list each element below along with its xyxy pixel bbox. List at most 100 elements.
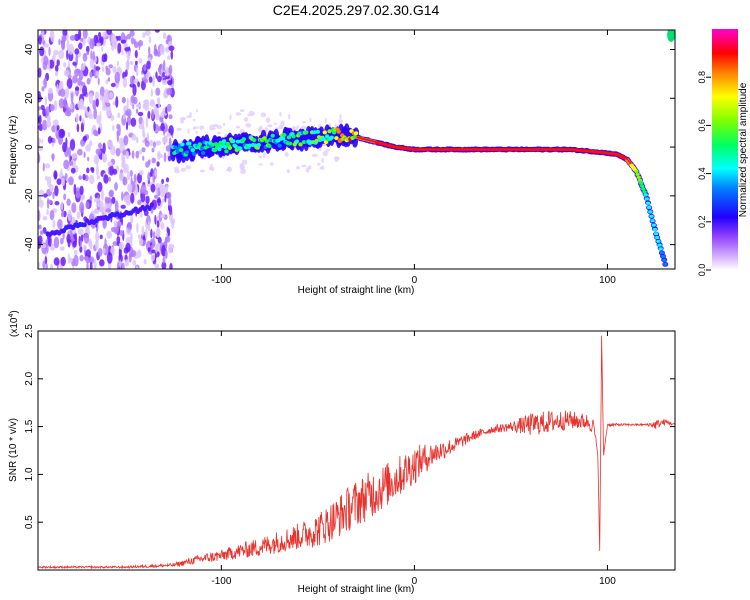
- snr-plot-area: [38, 331, 675, 570]
- spectrogram-ridge-peak: [544, 148, 546, 151]
- spectrogram-noise-blob: [49, 263, 54, 269]
- spectrogram-ridge-peak: [449, 148, 452, 151]
- spectrogram-noise-blob: [165, 184, 169, 194]
- spectrogram-noise-blob: [135, 60, 138, 65]
- spectrogram-noise-blob: [117, 35, 122, 41]
- spectrogram-noise-blob: [108, 176, 111, 182]
- spectrogram-ridge-peak: [484, 148, 487, 151]
- spectrogram-noise-blob: [38, 224, 42, 230]
- spectrogram-ridge-peak: [543, 148, 545, 151]
- spectrogram-ridge-peak: [560, 148, 562, 151]
- spectrogram-noise-blob: [48, 46, 51, 57]
- spectrogram-noise-blob: [155, 186, 158, 198]
- spectrogram-noise-blob: [122, 76, 128, 88]
- spectrogram-noise-blob: [56, 178, 62, 185]
- spectrogram-noise-blob: [153, 48, 159, 57]
- spectrogram-noise-blob: [153, 105, 158, 116]
- spectrogram-noise-blob: [80, 122, 84, 133]
- spectrogram-noise-blob: [131, 134, 137, 141]
- spectrogram-noise-blob: [137, 199, 142, 205]
- spectrogram-ridge-peak: [553, 148, 556, 151]
- spectrogram-noise-blob: [148, 76, 153, 83]
- spectrogram-noise-blob: [102, 142, 106, 155]
- spectrogram-noise-blob: [160, 213, 166, 219]
- spectrogram-ridge-core: [262, 136, 267, 141]
- spectrogram-noise-blob: [120, 39, 127, 44]
- spectrogram-noise-blob: [121, 157, 126, 167]
- spectrogram-ridge-peak: [437, 148, 440, 151]
- spectrogram-ridge-peak: [503, 148, 506, 151]
- spectrogram-ridge-peak: [551, 148, 553, 151]
- spectrogram-ridge-peak: [510, 148, 512, 151]
- spectrogram-noise-blob: [48, 87, 53, 94]
- spectrogram-ridge-peak: [559, 148, 561, 151]
- spectrogram-ridge-peak: [622, 156, 625, 159]
- spectrogram-noise-blob: [89, 261, 93, 269]
- spectrogram-ridge-peak: [487, 148, 490, 151]
- spectrogram-ridge-core: [191, 151, 197, 156]
- spectrogram-noise-blob: [180, 119, 184, 124]
- spectrogram-noise-blob: [166, 132, 171, 138]
- spectrogram-noise-blob: [88, 140, 93, 147]
- spectrogram-ridge-peak: [380, 142, 383, 145]
- spectrogram-noise-blob: [171, 220, 175, 229]
- spectrogram-noise-blob: [73, 254, 79, 267]
- spectrogram-ridge-peak: [420, 148, 422, 151]
- spectrogram-noise-blob: [120, 204, 126, 209]
- spectrogram-noise-blob: [51, 153, 55, 162]
- spectrogram-noise-blob: [76, 211, 81, 220]
- spectrogram-ridge-core: [642, 190, 647, 194]
- spectrogram-ridge-peak: [579, 149, 581, 152]
- spectrogram-ridge-peak: [374, 140, 376, 143]
- spectrogram-noise-blob: [150, 228, 153, 239]
- spectrogram-noise-blob: [102, 151, 106, 163]
- spectrogram-ridge-core: [252, 138, 257, 143]
- spectrogram-ridge-peak: [418, 148, 421, 151]
- spectrogram-noise-blob: [74, 48, 80, 55]
- spectrogram-noise-blob: [74, 249, 78, 256]
- spectrogram-noise-blob: [212, 127, 216, 130]
- spectrogram-noise-blob: [61, 177, 65, 187]
- spectrogram-noise-blob: [42, 260, 46, 269]
- spectrogram-noise-blob: [209, 166, 213, 171]
- spectrogram-noise-blob: [69, 139, 76, 151]
- spectrogram-noise-blob: [137, 249, 142, 259]
- spectrogram-ridge-peak: [565, 148, 568, 151]
- spectrogram-noise-blob: [49, 243, 56, 251]
- spectrogram-noise-blob: [83, 151, 86, 158]
- spectrogram-noise-blob: [151, 249, 157, 254]
- spectrogram-noise-blob: [77, 228, 84, 236]
- spectrogram-noise-blob: [166, 226, 169, 233]
- spectrogram-noise-blob: [108, 140, 113, 149]
- spectrogram-ridge-peak: [388, 144, 391, 147]
- spectrogram-noise-blob: [108, 91, 114, 99]
- spectrogram-noise-blob: [44, 163, 51, 169]
- spectrogram-noise-blob: [60, 88, 66, 97]
- spectrogram-noise-blob: [124, 259, 129, 267]
- spectrogram-ridge-peak: [401, 146, 403, 149]
- spectrogram-noise-blob: [86, 223, 90, 236]
- spectrogram-noise-blob: [97, 127, 101, 135]
- spectrogram-ridge-core: [315, 129, 321, 134]
- spectrogram-noise-blob: [60, 201, 64, 211]
- spectrogram-ridge-peak: [533, 148, 535, 151]
- spectrogram-ridge-peak: [448, 148, 450, 151]
- spectrogram-noise-blob: [79, 84, 82, 92]
- spectrogram-noise-blob: [159, 184, 164, 193]
- spectrogram-noise-blob: [129, 60, 134, 65]
- spectrogram-noise-blob: [54, 64, 59, 72]
- colorbar-tick-label: 0.4: [697, 167, 707, 180]
- spectrogram-ridge-peak: [613, 152, 615, 155]
- spectrogram-ridge-core: [327, 129, 332, 134]
- spectrogram-ridge-peak: [493, 148, 495, 151]
- spectrogram-noise-blob: [42, 119, 48, 131]
- spectrogram-noise-blob: [258, 163, 263, 166]
- snr-y-tick-label: 2.5: [24, 324, 35, 338]
- spectrogram-noise-blob: [245, 122, 252, 128]
- spectrogram-ridge-peak: [470, 148, 472, 151]
- spectrogram-ridge-peak: [356, 136, 358, 139]
- spectrogram-ridge-peak: [537, 148, 540, 151]
- spectrogram-noise-blob: [151, 157, 156, 164]
- spectrogram-noise-blob: [164, 250, 168, 259]
- spectrogram-noise-blob: [46, 209, 49, 216]
